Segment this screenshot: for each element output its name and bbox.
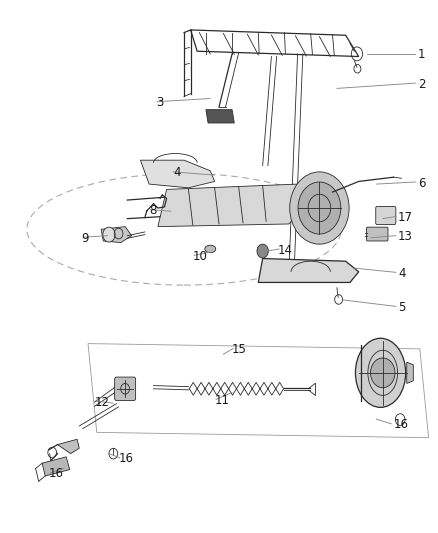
Circle shape	[290, 172, 349, 244]
Circle shape	[371, 358, 395, 387]
Polygon shape	[42, 457, 70, 476]
Ellipse shape	[356, 338, 406, 407]
Text: 10: 10	[193, 250, 208, 263]
Ellipse shape	[205, 245, 216, 253]
FancyBboxPatch shape	[115, 377, 136, 400]
Text: 2: 2	[418, 78, 425, 91]
Text: 3: 3	[155, 96, 163, 109]
Text: 13: 13	[398, 230, 413, 243]
Circle shape	[257, 244, 268, 258]
Text: 1: 1	[418, 49, 425, 61]
Text: 6: 6	[418, 176, 425, 190]
FancyBboxPatch shape	[367, 227, 388, 241]
Text: 16: 16	[49, 467, 64, 480]
Polygon shape	[57, 439, 79, 454]
Polygon shape	[258, 259, 359, 282]
Text: 12: 12	[95, 395, 110, 409]
Text: 4: 4	[173, 166, 180, 180]
Text: 14: 14	[278, 244, 293, 256]
Polygon shape	[206, 110, 234, 123]
Text: 5: 5	[398, 301, 406, 314]
Circle shape	[298, 182, 341, 234]
Polygon shape	[407, 362, 413, 383]
Text: 15: 15	[232, 343, 247, 356]
Text: 17: 17	[398, 211, 413, 224]
Text: 16: 16	[394, 418, 409, 431]
Circle shape	[103, 227, 115, 242]
Polygon shape	[158, 184, 311, 227]
Text: 9: 9	[81, 232, 89, 245]
Text: 8: 8	[149, 204, 156, 217]
Polygon shape	[141, 160, 215, 188]
Text: 11: 11	[215, 394, 230, 407]
Text: 4: 4	[398, 267, 406, 280]
Text: 16: 16	[119, 453, 134, 465]
Polygon shape	[101, 227, 132, 243]
FancyBboxPatch shape	[376, 206, 396, 224]
